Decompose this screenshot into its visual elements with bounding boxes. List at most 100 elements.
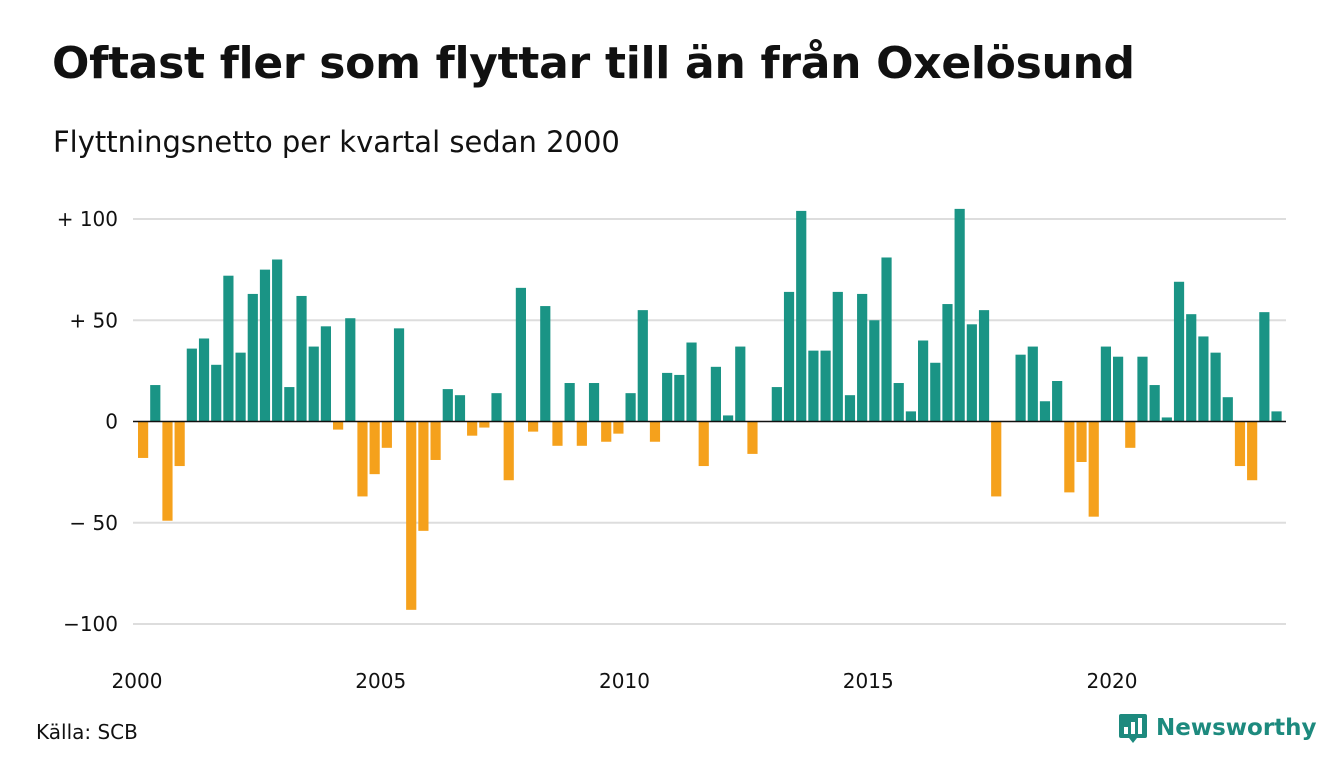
bar bbox=[150, 385, 161, 422]
bar bbox=[308, 346, 319, 422]
bar bbox=[1234, 421, 1246, 467]
bar bbox=[1064, 421, 1075, 493]
bar-chart: + 100 + 50 0 − 50 −100 2000 2005 2010 2015 2020 bbox=[57, 207, 1286, 693]
bar bbox=[954, 208, 965, 422]
x-tick-label: 2020 bbox=[1087, 669, 1138, 693]
source-note: Källa: SCB bbox=[36, 720, 138, 744]
chart-title: Oftast fler som flyttar till än från Oxe… bbox=[52, 38, 1135, 89]
bar bbox=[393, 328, 405, 422]
bar bbox=[1113, 356, 1124, 422]
bar bbox=[820, 350, 831, 422]
bar bbox=[357, 421, 368, 497]
bar bbox=[198, 338, 210, 422]
bar bbox=[564, 383, 575, 422]
bar bbox=[1161, 417, 1172, 422]
bar bbox=[1015, 354, 1026, 422]
bar bbox=[1137, 356, 1148, 422]
y-tick-label: + 100 bbox=[57, 207, 118, 231]
bar bbox=[869, 320, 880, 422]
bar bbox=[515, 287, 526, 422]
bar bbox=[1125, 421, 1136, 448]
bar bbox=[345, 318, 356, 422]
bar bbox=[381, 421, 392, 448]
chart-subtitle: Flyttningsnetto per kvartal sedan 2000 bbox=[53, 125, 620, 159]
bar bbox=[844, 395, 856, 422]
bar bbox=[1173, 281, 1185, 422]
bars bbox=[138, 208, 1282, 610]
bar bbox=[978, 310, 990, 422]
bar bbox=[893, 383, 904, 422]
bar bbox=[1039, 401, 1051, 422]
bar bbox=[649, 421, 661, 442]
bar bbox=[259, 269, 271, 422]
bar bbox=[832, 291, 843, 422]
bar bbox=[662, 372, 673, 422]
x-tick-label: 2015 bbox=[843, 669, 894, 693]
bar bbox=[686, 342, 697, 422]
bar bbox=[162, 421, 173, 521]
bar bbox=[406, 421, 417, 610]
bar bbox=[1210, 352, 1221, 422]
bar bbox=[1247, 421, 1258, 481]
bar bbox=[174, 421, 185, 467]
bar bbox=[296, 295, 307, 422]
bar bbox=[1076, 421, 1087, 462]
bar bbox=[272, 259, 283, 422]
bar bbox=[881, 257, 892, 422]
bar bbox=[735, 346, 746, 422]
y-tick-label: −100 bbox=[63, 612, 118, 636]
bar bbox=[479, 421, 490, 428]
bar bbox=[211, 364, 222, 422]
bar bbox=[808, 350, 819, 422]
bar bbox=[528, 421, 539, 432]
brand-name: Newsworthy bbox=[1156, 715, 1317, 741]
bar bbox=[674, 374, 685, 422]
grid-lines bbox=[133, 218, 1286, 625]
bar bbox=[540, 306, 551, 422]
bar bbox=[503, 421, 514, 481]
bar bbox=[1186, 314, 1197, 422]
bar bbox=[783, 291, 795, 422]
bar bbox=[247, 293, 258, 422]
y-tick-label: 0 bbox=[105, 410, 118, 434]
bar bbox=[369, 421, 380, 475]
bar bbox=[138, 421, 149, 458]
bar bbox=[1052, 381, 1063, 422]
bar bbox=[454, 395, 466, 422]
bar bbox=[942, 304, 953, 422]
bar bbox=[905, 411, 916, 422]
bar bbox=[966, 324, 977, 422]
bar bbox=[333, 421, 344, 430]
bar bbox=[698, 421, 709, 467]
x-axis-ticks: 2000 2005 2010 2015 2020 bbox=[112, 669, 1138, 693]
bar bbox=[491, 393, 502, 422]
bar bbox=[613, 421, 624, 434]
bar bbox=[771, 387, 782, 422]
bar bbox=[430, 421, 441, 460]
y-tick-label: − 50 bbox=[69, 511, 118, 535]
bar bbox=[1222, 397, 1233, 422]
bar bbox=[588, 383, 600, 422]
bar bbox=[552, 421, 563, 446]
bar bbox=[1271, 411, 1282, 422]
bar bbox=[467, 421, 478, 436]
bar bbox=[1259, 312, 1270, 422]
y-axis-ticks: + 100 + 50 0 − 50 −100 bbox=[57, 207, 118, 636]
bar bbox=[1198, 336, 1209, 422]
bar bbox=[918, 340, 929, 422]
newsworthy-logo-icon bbox=[1119, 714, 1147, 743]
bar bbox=[601, 421, 612, 442]
bar bbox=[1027, 346, 1038, 422]
bar bbox=[710, 366, 721, 422]
bar bbox=[747, 421, 758, 454]
bar bbox=[576, 421, 587, 446]
bar bbox=[625, 393, 636, 422]
bar bbox=[930, 362, 941, 422]
bar bbox=[1088, 421, 1099, 517]
bar bbox=[223, 275, 234, 422]
bar bbox=[1149, 385, 1160, 422]
bar bbox=[235, 352, 246, 422]
bar bbox=[796, 210, 807, 422]
brand-logo: Newsworthy bbox=[1118, 712, 1317, 744]
bar bbox=[857, 293, 868, 422]
